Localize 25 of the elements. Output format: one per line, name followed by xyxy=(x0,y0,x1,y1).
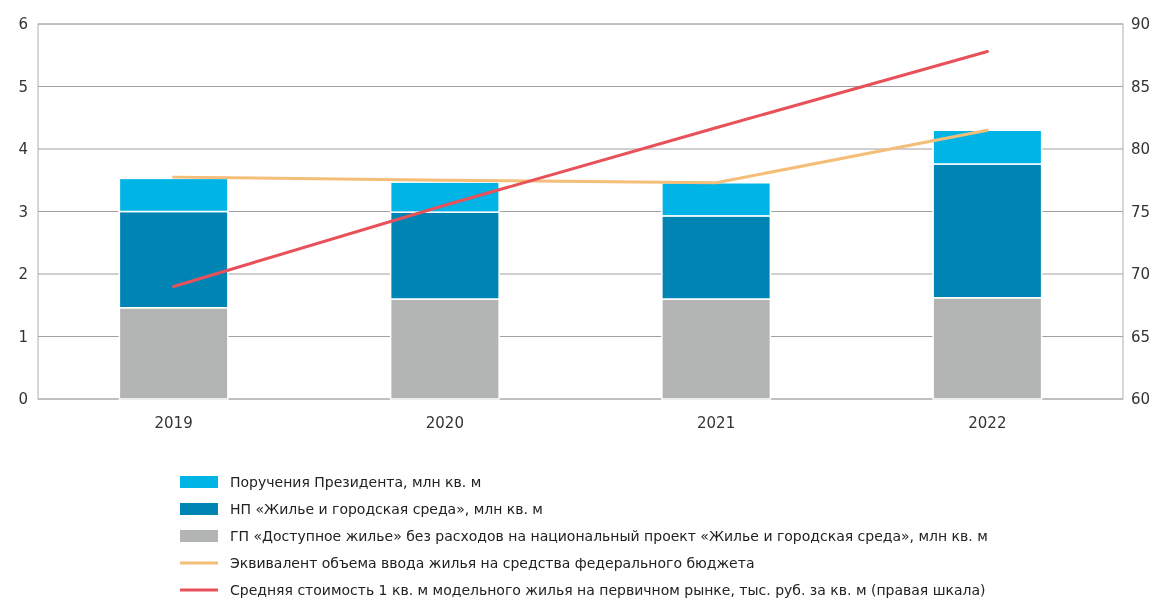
legend-label: Средняя стоимость 1 кв. м модельного жилья на первичном рынке, тыс. руб. за кв. м (правая шкала) xyxy=(230,581,986,598)
y-tick-label: 6 xyxy=(18,15,28,34)
x-tick-label: 2020 xyxy=(425,414,464,433)
y2-tick-label: 85 xyxy=(1131,77,1151,96)
y2-tick-label: 70 xyxy=(1131,265,1151,284)
line-series xyxy=(172,128,989,185)
y-tick-label: 5 xyxy=(18,77,28,96)
y2-tick-label: 90 xyxy=(1131,15,1151,34)
x-tick-label: 2022 xyxy=(968,414,1007,433)
y2-tick-label: 65 xyxy=(1131,327,1151,346)
x-tick-label: 2019 xyxy=(154,414,193,433)
legend-label: Поручения Президента, млн кв. м xyxy=(230,473,482,490)
y-tick-label: 1 xyxy=(18,327,28,346)
y-tick-label: 0 xyxy=(18,390,28,409)
y2-tick-label: 75 xyxy=(1131,202,1151,221)
y-tick-label: 3 xyxy=(18,202,28,221)
y2-tick-label: 60 xyxy=(1131,390,1151,409)
legend-label: НП «Жилье и городская среда», млн кв. м xyxy=(230,500,543,517)
line-series xyxy=(172,50,989,288)
y2-tick-label: 80 xyxy=(1131,140,1151,159)
y-tick-label: 4 xyxy=(18,140,28,159)
legend-label: ГП «Доступное жилье» без расходов на национальный проект «Жилье и городская среда», млн кв. м xyxy=(230,527,988,544)
x-tick-label: 2021 xyxy=(697,414,736,433)
y-tick-label: 2 xyxy=(18,265,28,284)
legend-label: Эквивалент объема ввода жилья на средства федерального бюджета xyxy=(230,554,755,571)
